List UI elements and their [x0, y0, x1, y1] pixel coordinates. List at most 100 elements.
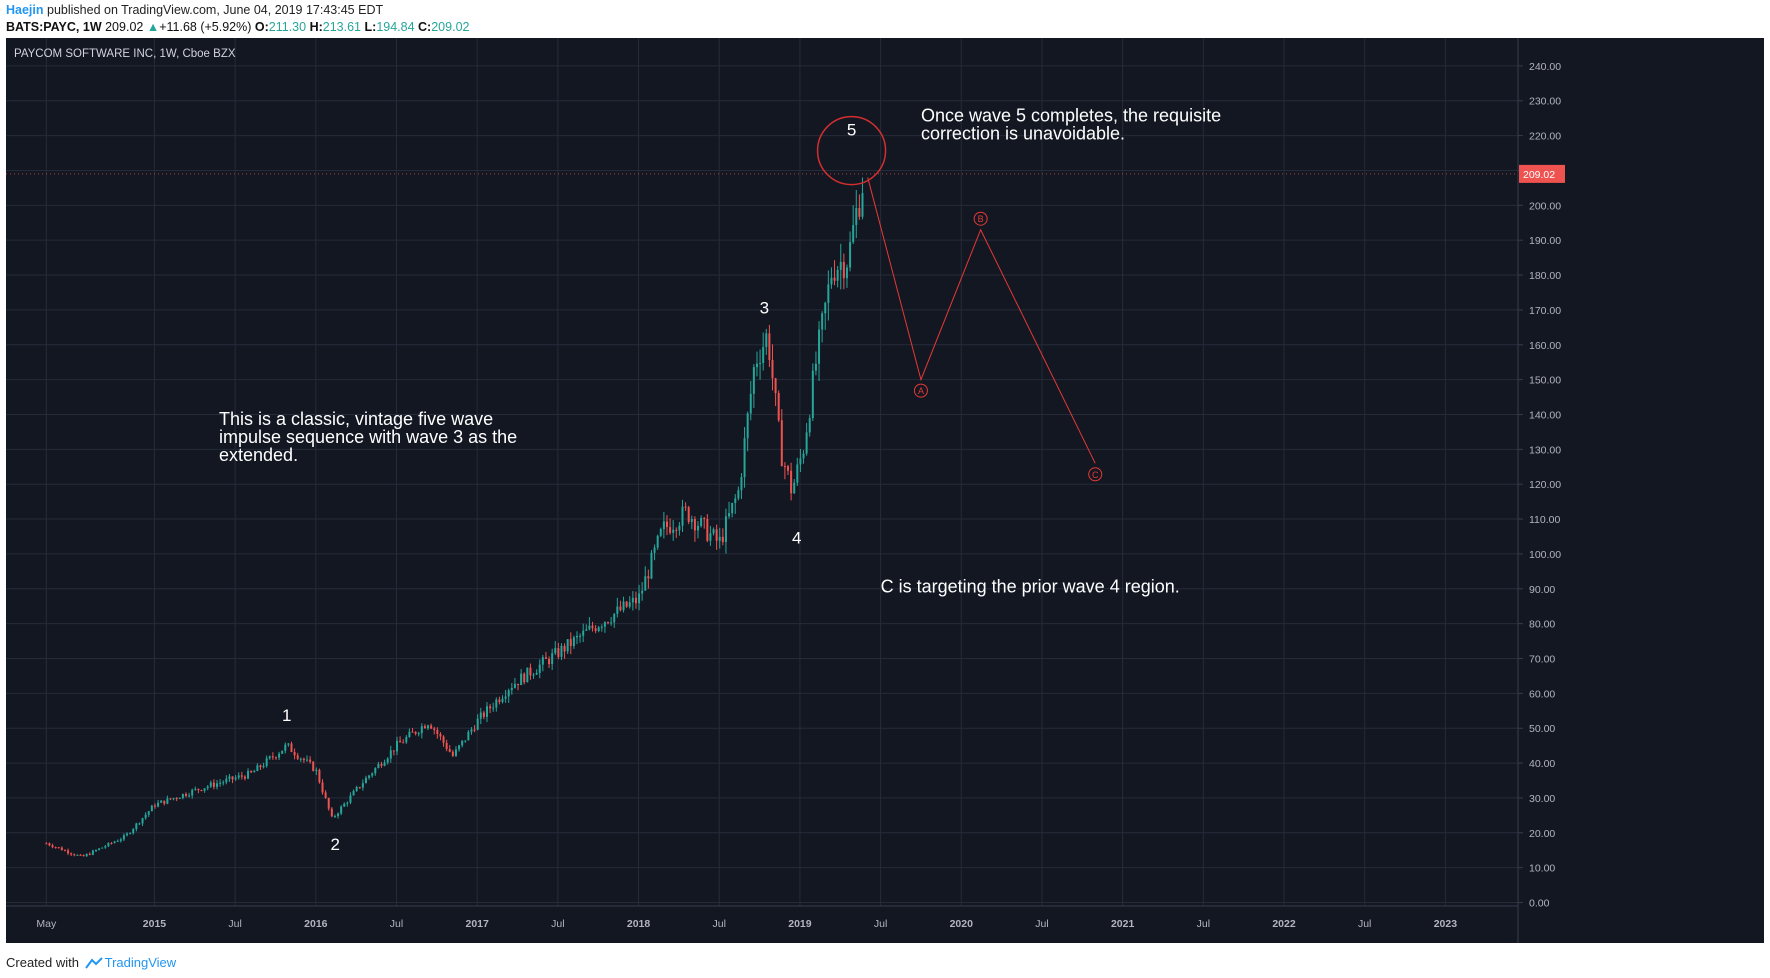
candle-body	[669, 527, 672, 533]
time-tick-label: 2018	[627, 918, 651, 930]
candle-body	[724, 516, 727, 543]
time-axis-background[interactable]	[6, 906, 1518, 943]
candle-body	[175, 798, 178, 800]
candle-body	[793, 482, 796, 494]
candle-body	[212, 782, 215, 787]
time-tick-label: 2020	[950, 918, 974, 930]
price-axis-background[interactable]	[1518, 38, 1764, 943]
candle-body	[476, 718, 479, 730]
tradingview-link[interactable]: TradingView	[104, 955, 177, 970]
candle-body	[814, 363, 817, 371]
wave-point-label: B	[978, 214, 984, 224]
candle-body	[132, 829, 135, 834]
candle-body	[414, 731, 417, 734]
time-tick-label: Jul	[1197, 918, 1210, 930]
candle-body	[839, 262, 842, 270]
wave-point-marker	[913, 383, 928, 398]
chart-container[interactable]: A B C 1 2 3 4 5 This is a classic, vintage fiv…	[6, 38, 1764, 943]
candle-body	[485, 706, 488, 717]
close-label: C:	[418, 20, 432, 34]
candle-body	[513, 683, 516, 688]
candle-body	[352, 790, 355, 796]
low-value: 194.84	[376, 20, 415, 34]
time-tick-label: Jul	[390, 918, 403, 930]
chart-header: Haejin published on TradingView.com, Jun…	[6, 2, 1766, 36]
open-value: 211.30	[268, 20, 307, 34]
price-tick-label: 230.00	[1529, 96, 1561, 108]
candle-body	[461, 740, 464, 746]
candle-body	[442, 736, 445, 743]
candle-body	[675, 529, 678, 531]
candle-body	[60, 847, 63, 851]
candle-body	[268, 756, 271, 759]
candle-body	[454, 749, 457, 756]
candle-body	[526, 667, 529, 683]
candle-body	[427, 725, 430, 729]
wave-label: 2	[330, 835, 339, 854]
price-tick-label: 30.00	[1529, 793, 1555, 805]
plot-background	[6, 38, 1518, 906]
candle-body	[126, 833, 129, 836]
candle-body	[355, 787, 358, 791]
price-chart[interactable]: A B C 1 2 3 4 5 This is a classic, vintage fiv…	[6, 38, 1764, 943]
candle-body	[836, 269, 839, 281]
published-text: published on TradingView.com, June 04, 2…	[47, 3, 384, 17]
annotation-text-line: impulse sequence with wave 3 as the	[219, 427, 517, 447]
candle-body	[374, 768, 377, 774]
candle-body	[361, 783, 364, 788]
candle-body	[265, 758, 268, 766]
candle-body	[818, 329, 821, 364]
candle-body	[780, 420, 783, 467]
candle-body	[240, 775, 243, 777]
time-tick-label: Jul	[874, 918, 887, 930]
candle-body	[765, 333, 768, 347]
time-axis: May 2015 Jul 2016 Jul 2017 Jul 2018 Jul 2019 Jul 20…	[36, 918, 1457, 930]
candle-body	[464, 740, 467, 742]
candle-body	[293, 751, 296, 756]
candle-body	[48, 843, 51, 846]
author-link[interactable]: Haejin	[6, 3, 44, 17]
candle-body	[752, 367, 755, 394]
wave-label: 4	[792, 528, 801, 547]
candle-body	[479, 712, 482, 719]
candle-body	[712, 529, 715, 534]
candle-body	[538, 664, 541, 673]
time-tick-label: Jul	[551, 918, 564, 930]
candle-body	[523, 673, 526, 683]
candle-body	[740, 477, 743, 491]
last-price: 209.02	[105, 20, 144, 34]
candle-body	[91, 850, 94, 855]
candle-body	[225, 778, 228, 783]
candle-body	[842, 262, 845, 279]
price-tick-label: 200.00	[1529, 200, 1561, 212]
candle-body	[405, 737, 408, 743]
candle-body	[498, 699, 501, 702]
annotation-text-line: correction is unavoidable.	[921, 124, 1125, 144]
candle-body	[433, 728, 436, 730]
candle-body	[774, 378, 777, 394]
candle-body	[420, 726, 423, 734]
last-price-tag	[1519, 164, 1565, 183]
candle-body	[672, 529, 675, 533]
candle-body	[613, 613, 616, 623]
candle-body	[833, 277, 836, 281]
candle-body	[368, 775, 371, 778]
high-value: 213.61	[322, 20, 362, 34]
candle-body	[544, 657, 547, 659]
wave-label: 3	[760, 298, 769, 317]
candle-body	[504, 696, 507, 699]
candle-body	[808, 418, 811, 433]
price-tick-label: 40.00	[1529, 758, 1555, 770]
candle-body	[687, 507, 690, 522]
candle-body	[579, 635, 582, 637]
candle-body	[551, 653, 554, 665]
candle-body	[631, 597, 634, 603]
annotation-text-line: Once wave 5 completes, the requisite	[921, 106, 1221, 126]
candle-body	[45, 843, 48, 845]
candle-body	[430, 725, 433, 729]
candle-body	[54, 847, 57, 849]
candle-body	[247, 770, 250, 779]
price-change: +11.68 (+5.92%)	[159, 20, 252, 34]
candle-body	[594, 628, 597, 631]
price-tick-label: 70.00	[1529, 653, 1555, 665]
